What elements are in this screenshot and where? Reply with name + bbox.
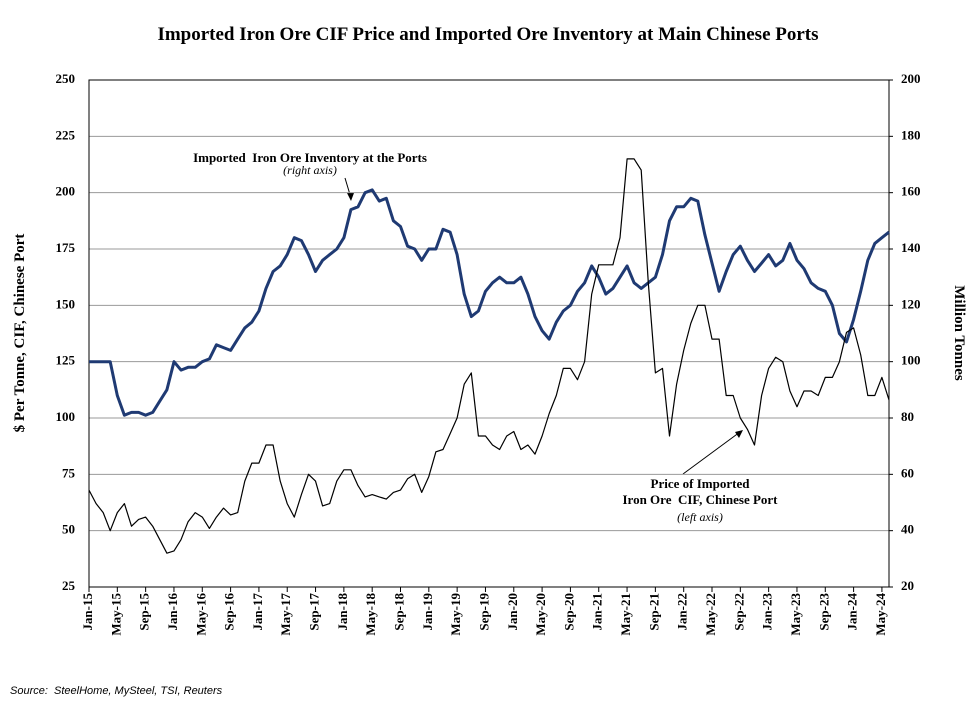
x-tick-label: Sep-21 (646, 593, 661, 631)
y2-tick-label: 120 (901, 296, 921, 311)
y-tick-label: 250 (56, 71, 76, 86)
annotation-arrowhead (347, 193, 354, 201)
y2-tick-label: 60 (901, 465, 914, 480)
x-tick-label: Jan-18 (335, 593, 350, 631)
y-tick-label: 150 (56, 296, 76, 311)
y-tick-label: 225 (56, 127, 76, 142)
x-tick-label: May-21 (618, 593, 633, 636)
x-tick-label: Sep-18 (391, 593, 406, 631)
x-tick-label: May-20 (533, 593, 548, 636)
y-tick-label: 125 (56, 353, 76, 368)
annotation: Iron Ore CIF, Chinese Port (622, 492, 778, 507)
x-tick-label: Jan-21 (590, 593, 605, 631)
annotation-arrow (682, 431, 741, 475)
x-tick-label: May-22 (703, 593, 718, 636)
y2-tick-label: 20 (901, 578, 914, 593)
x-tick-label: Sep-15 (137, 593, 152, 631)
plot-frame (88, 79, 890, 588)
annotation: (left axis) (677, 510, 723, 524)
x-tick-label: Jan-24 (845, 593, 860, 631)
x-tick-label: May-15 (108, 593, 123, 636)
x-tick-label: May-24 (873, 593, 888, 636)
y2-tick-label: 160 (901, 184, 921, 199)
y2-tick-label: 40 (901, 522, 914, 537)
x-tick-label: Jan-23 (760, 593, 775, 631)
annotation: (right axis) (283, 163, 337, 177)
x-tick-label: May-18 (363, 593, 378, 636)
y2-tick-label: 180 (901, 127, 921, 142)
x-tick-label: Sep-17 (307, 593, 322, 631)
x-tick-label: Jan-16 (165, 593, 180, 631)
x-tick-label: Sep-19 (476, 593, 491, 631)
annotation-arrowhead (735, 430, 743, 438)
y-tick-label: 75 (62, 465, 76, 480)
x-tick-label: Sep-22 (731, 593, 746, 631)
x-tick-label: May-23 (788, 593, 803, 636)
y-tick-label: 175 (56, 240, 76, 255)
y2-axis-label: Million Tonnes (951, 285, 967, 381)
x-tick-label: Jan-19 (420, 593, 435, 631)
y-tick-label: 50 (62, 522, 75, 537)
source-note: Source: SteelHome, MySteel, TSI, Reuters (10, 685, 223, 697)
x-tick-label: May-19 (448, 593, 463, 636)
x-tick-label: Jan-15 (80, 593, 95, 631)
x-tick-label: Jan-22 (675, 593, 690, 631)
x-tick-label: Sep-16 (222, 593, 237, 631)
x-tick-label: Jan-20 (505, 593, 520, 631)
x-tick-label: Sep-20 (561, 593, 576, 631)
x-tick-label: Jan-17 (250, 593, 265, 631)
chart-title: Imported Iron Ore CIF Price and Imported… (157, 24, 818, 45)
series-line (89, 188, 890, 417)
y-tick-label: 25 (62, 578, 76, 593)
y-tick-label: 100 (56, 409, 76, 424)
y2-tick-label: 100 (901, 353, 921, 368)
y2-tick-label: 140 (901, 240, 921, 255)
y-axis-label: $ Per Tonne, CIF, Chinese Port (12, 234, 28, 433)
y2-tick-label: 80 (901, 409, 914, 424)
annotation: Price of Imported (651, 476, 751, 491)
series-line (88, 158, 890, 554)
y2-tick-label: 200 (901, 71, 921, 86)
y-tick-label: 200 (56, 184, 76, 199)
x-tick-label: May-17 (278, 593, 293, 636)
annotation: Imported Iron Ore Inventory at the Ports (193, 150, 427, 165)
x-tick-label: May-16 (193, 593, 208, 636)
x-tick-label: Sep-23 (816, 593, 831, 631)
